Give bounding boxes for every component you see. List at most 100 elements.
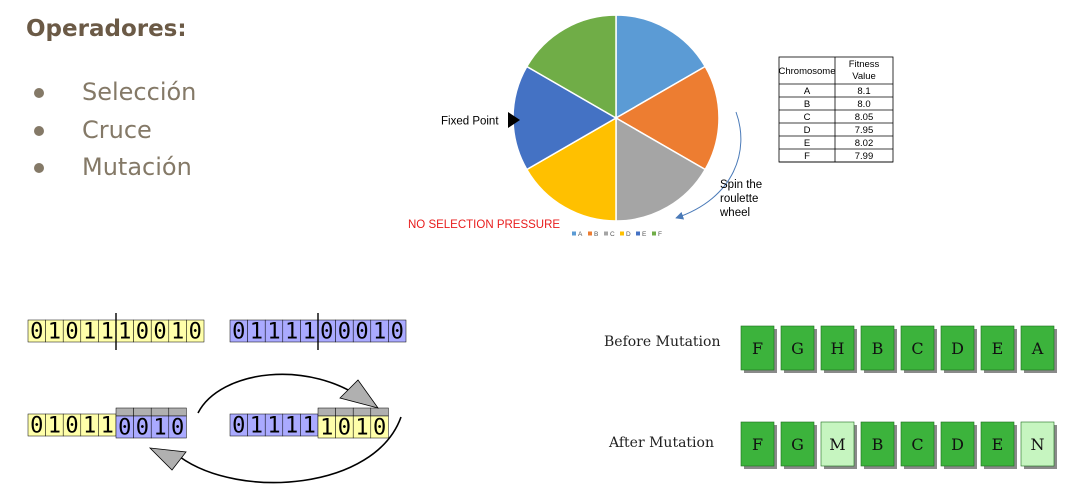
legend-label-b: B: [594, 231, 598, 238]
fixed-point-label: Fixed Point: [441, 116, 499, 128]
crossover-diagram: 0 1 0 1 1 1 0 0 1 0 0 1 1 1 1 0 0 0 1 00 1 0 1 1 0 0 1 0 0 1 1 1 1 1 0 1 0: [27, 313, 407, 441]
before-gene-box: [980, 325, 1015, 371]
child1-head-bit: 1: [48, 414, 61, 439]
pie-slice-f: [525, 14, 617, 120]
after-gene-box: [980, 421, 1015, 467]
legend-label-a: A: [578, 231, 583, 238]
before-gene-label: H: [831, 339, 845, 358]
parent2-cell: [388, 319, 407, 343]
fitness-table-cell-chromosome: C: [804, 112, 811, 123]
after-gene-label: C: [911, 435, 923, 454]
parent1-bit: 0: [65, 320, 78, 345]
bullet-icon: [34, 88, 44, 98]
after-gene-label: G: [791, 435, 804, 454]
before-gene-box: [820, 325, 855, 371]
pie-slice-d: [525, 116, 617, 222]
fitness-table-cell-chromosome: D: [804, 125, 811, 136]
before-gene-box: [740, 325, 775, 371]
pie-slice-c: [615, 116, 707, 222]
after-gene-box: [940, 421, 975, 467]
fitness-table-cell-chromosome: A: [804, 86, 811, 97]
fitness-table-cell-fitness: 8.02: [855, 138, 874, 149]
operator-item-cruce: Cruce: [34, 112, 196, 150]
child2-tail-bit: 0: [373, 416, 386, 441]
fitness-table-cell-chromosome: E: [804, 138, 810, 149]
legend-swatch-b: [588, 231, 592, 236]
child1-tail-cell: [168, 415, 187, 439]
parent2-bit: 0: [338, 320, 351, 345]
parent1-bit: 0: [189, 320, 202, 345]
parent2-bit: 1: [373, 320, 386, 345]
child2-tail-cell: [370, 415, 389, 439]
after-mutation-label: After Mutation: [608, 435, 714, 451]
legend-label-f: F: [658, 231, 662, 238]
parent1-bit: 0: [153, 320, 166, 345]
page-title: Operadores:: [26, 16, 187, 42]
parent2-bit: 1: [267, 320, 280, 345]
after-gene-label: E: [992, 435, 1004, 454]
child1-tail-bit: 0: [136, 416, 149, 441]
child1-head-bit: 0: [30, 414, 43, 439]
after-gene-label: B: [872, 435, 884, 454]
parent1-bit: 1: [83, 320, 96, 345]
legend-swatch-f: [652, 231, 656, 236]
fitness-table-cell-fitness: 8.05: [855, 112, 874, 123]
after-gene-box: [900, 421, 935, 467]
before-gene-box: [780, 325, 815, 371]
parent2-bit: 1: [250, 320, 263, 345]
after-gene-box: [1020, 421, 1055, 467]
fitness-table-frame: [778, 56, 894, 163]
parent1-bit: 0: [136, 320, 149, 345]
child2-head-bit: 1: [285, 414, 298, 439]
spin-arrow-icon: [675, 111, 742, 220]
parent2-bit: 0: [391, 320, 404, 345]
pie-slice-a: [615, 14, 707, 120]
parent1-bit: 1: [171, 320, 184, 345]
operator-item-mutacion: Mutación: [34, 149, 196, 187]
parent2-bit: 0: [232, 320, 245, 345]
before-gene-label: D: [951, 339, 964, 358]
after-gene-box: [860, 421, 895, 467]
child1-head-bit: 1: [83, 414, 96, 439]
fitness-table-header-chromosome: Chromosome: [778, 66, 835, 77]
parent1-bit: 1: [101, 320, 114, 345]
after-gene-label: N: [1031, 435, 1045, 454]
after-gene-box: [780, 421, 815, 467]
fitness-table-cell-chromosome: B: [804, 99, 810, 110]
before-mutation-label: Before Mutation: [604, 334, 720, 350]
before-gene-label: F: [752, 339, 763, 358]
operator-label: Mutación: [82, 153, 192, 181]
parent2-bit: 1: [285, 320, 298, 345]
child2-head-bit: 1: [250, 414, 263, 439]
parent1-bit: 1: [118, 320, 131, 345]
after-gene-box: [820, 421, 855, 467]
fitness-table-cell-fitness: 8.1: [857, 86, 870, 97]
after-gene-label: F: [752, 435, 763, 454]
operator-label: Cruce: [82, 115, 152, 144]
before-gene-label: E: [992, 339, 1004, 358]
swap-arc-bottom: [179, 416, 402, 484]
spin-label-line-1: Spin the: [720, 179, 762, 191]
child1-head-bit: 1: [101, 414, 114, 439]
before-gene-label: G: [791, 339, 804, 358]
operator-item-seleccion: Selección: [34, 74, 196, 112]
fixed-point-pointer-icon: [508, 112, 520, 128]
before-gene-box: [940, 325, 975, 371]
fitness-table-cell-fitness: 8.0: [857, 99, 870, 110]
parent1-cell: [186, 319, 205, 343]
child1-tail-bit: 0: [118, 416, 131, 441]
before-gene-box: [860, 325, 895, 371]
before-gene-label: B: [872, 339, 884, 358]
child2-head-bit: 0: [232, 414, 245, 439]
before-gene-box: [900, 325, 935, 371]
fitness-table-header-fitness-line-2: Value: [852, 71, 876, 82]
bullet-icon: [34, 163, 44, 173]
child2-tail-bit: 1: [355, 416, 368, 441]
selection-pressure-label: NO SELECTION PRESSURE: [408, 219, 560, 231]
legend-label-d: D: [626, 231, 631, 238]
swap-arrow-left-icon: [148, 447, 187, 471]
